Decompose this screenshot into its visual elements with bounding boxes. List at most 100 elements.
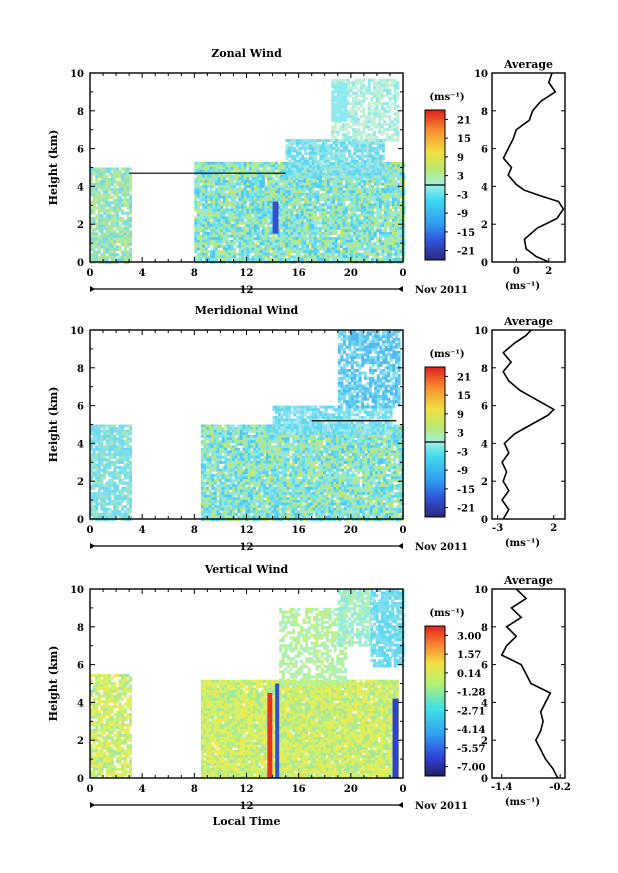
- heatmap-cell: [361, 154, 364, 158]
- heatmap-cell: [105, 458, 109, 462]
- heatmap-cell: [228, 208, 232, 212]
- heatmap-cell: [225, 250, 229, 254]
- heatmap-cell: [306, 187, 310, 191]
- heatmap-cell: [280, 203, 284, 207]
- heatmap-cell: [399, 234, 403, 238]
- heatmap-cell: [306, 255, 310, 259]
- heatmap-cell: [350, 190, 354, 194]
- heatmap-cell: [358, 141, 362, 145]
- heatmap-cell: [248, 187, 252, 191]
- heatmap-cell: [368, 162, 372, 166]
- heatmap-cell: [378, 195, 382, 199]
- heatmap-cell: [118, 440, 122, 444]
- heatmap-cell: [100, 434, 104, 438]
- heatmap-cell: [290, 162, 294, 166]
- heatmap-cell: [350, 167, 354, 171]
- heatmap-cell: [360, 177, 364, 181]
- heatmap-cell: [397, 216, 401, 220]
- heatmap-cell: [322, 172, 325, 176]
- heatmap-cell: [254, 258, 258, 261]
- heatmap-cell: [199, 193, 203, 196]
- heatmap-cell: [341, 133, 345, 137]
- heatmap-cell: [199, 211, 203, 215]
- heatmap-cell: [329, 224, 333, 228]
- heatmap-cell: [204, 190, 208, 194]
- heatmap-cell: [345, 177, 349, 181]
- heatmap-cell: [388, 109, 392, 113]
- heatmap-cell: [103, 473, 106, 477]
- heatmap-cell: [334, 195, 338, 199]
- heatmap-cell: [363, 182, 367, 186]
- heatmap-cell: [90, 227, 93, 231]
- heatmap-cell: [126, 237, 130, 241]
- heatmap-cell: [254, 237, 258, 241]
- heatmap-cell: [397, 200, 401, 204]
- heatmap-cell: [306, 177, 310, 181]
- heatmap-cell: [333, 90, 337, 94]
- heatmap-cell: [105, 211, 109, 215]
- heatmap-cell: [306, 146, 310, 150]
- heatmap-cell: [251, 198, 255, 202]
- heatmap-cell: [311, 177, 315, 181]
- heatmap-cell: [116, 429, 119, 433]
- heatmap-cell: [103, 492, 106, 496]
- heatmap-cell: [241, 167, 245, 170]
- heatmap-cell: [359, 138, 363, 142]
- heatmap-cell: [246, 208, 250, 212]
- heatmap-cell: [333, 103, 337, 107]
- heatmap-cell: [97, 185, 101, 189]
- heatmap-cell: [97, 250, 101, 254]
- heatmap-cell: [385, 91, 389, 95]
- heatmap-cell: [319, 195, 323, 199]
- heatmap-cell: [389, 182, 393, 186]
- heatmap-cell: [259, 190, 263, 194]
- heatmap-cell: [324, 157, 328, 161]
- heatmap-cell: [108, 481, 112, 485]
- heatmap-cell: [341, 85, 345, 89]
- heatmap-cell: [319, 162, 323, 166]
- heatmap-cell: [204, 198, 208, 202]
- heatmap-cell: [121, 167, 125, 171]
- heatmap-cell: [324, 185, 328, 189]
- heatmap-cell: [90, 235, 93, 239]
- heatmap-cell: [354, 122, 358, 126]
- heatmap-cell: [123, 468, 127, 472]
- heatmap-cell: [264, 252, 268, 256]
- heatmap-cell: [347, 190, 351, 194]
- heatmap-cell: [241, 232, 245, 235]
- heatmap-cell: [220, 208, 224, 212]
- heatmap-cell: [300, 255, 304, 259]
- heatmap-cell: [349, 86, 353, 90]
- heatmap-cell: [254, 180, 258, 183]
- heatmap-cell: [295, 224, 299, 228]
- heatmap-cell: [345, 198, 349, 202]
- heatmap-cell: [393, 102, 397, 106]
- heatmap-cell: [110, 240, 114, 244]
- heatmap-cell: [287, 255, 291, 259]
- heatmap-cell: [225, 182, 229, 186]
- heatmap-cell: [373, 224, 377, 228]
- heatmap-cell: [269, 229, 273, 233]
- heatmap-cell: [363, 175, 367, 179]
- heatmap-cell: [293, 177, 297, 181]
- heatmap-cell: [384, 182, 388, 186]
- heatmap-cell: [246, 211, 250, 215]
- heatmap-cell: [391, 216, 395, 220]
- heatmap-cell: [293, 170, 297, 174]
- heatmap-cell: [313, 213, 317, 217]
- heatmap-cell: [371, 175, 375, 179]
- heatmap-cell: [397, 187, 401, 191]
- heatmap-cell: [336, 105, 340, 109]
- heatmap-cell: [365, 180, 369, 183]
- heatmap-cell: [264, 198, 268, 202]
- heatmap-cell: [261, 174, 265, 178]
- heatmap-cell: [347, 237, 351, 241]
- heatmap-cell: [371, 224, 375, 228]
- heatmap-cell: [355, 219, 359, 222]
- heatmap-cell: [228, 187, 232, 191]
- profile-x-tick-label: 0: [513, 266, 520, 277]
- heatmap-cell: [327, 146, 331, 150]
- heatmap-cell: [386, 216, 390, 220]
- heatmap-cell: [301, 139, 305, 143]
- heatmap-cell: [397, 172, 401, 176]
